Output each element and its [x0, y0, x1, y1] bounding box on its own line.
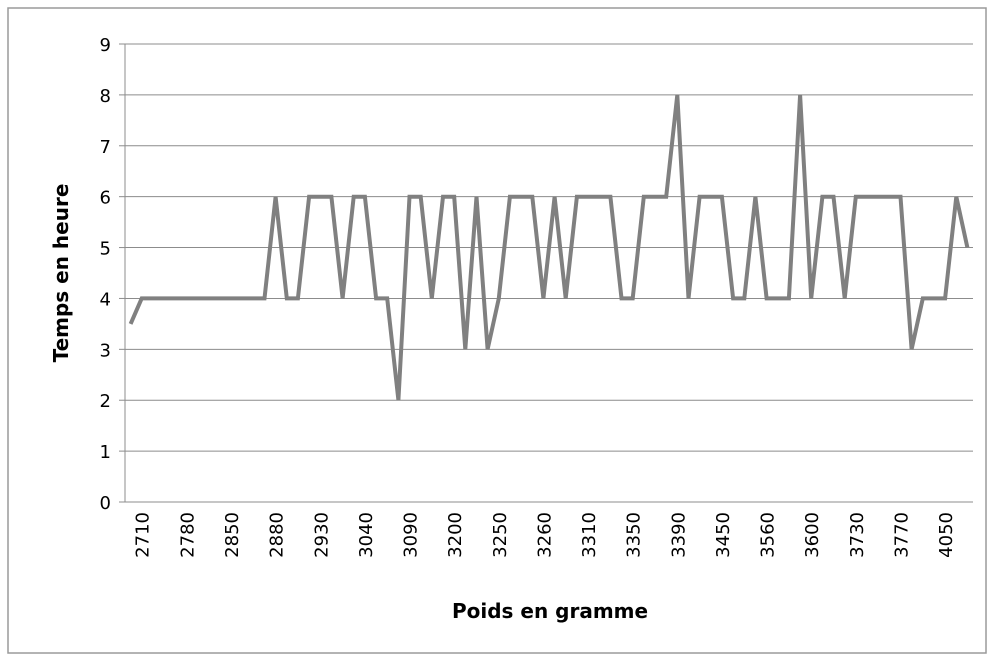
x-tick-label: 4050	[936, 512, 957, 558]
y-tick-label: 0	[100, 493, 111, 514]
x-tick-label: 2930	[311, 512, 332, 558]
x-tick-label: 2710	[133, 512, 154, 558]
x-tick-label: 2780	[177, 512, 198, 558]
y-tick-label: 7	[100, 137, 111, 158]
data-line	[128, 94, 970, 401]
x-tick-label: 3310	[579, 512, 600, 558]
y-tick-label: 4	[100, 289, 111, 310]
x-tick-label: 2850	[222, 512, 243, 558]
y-tick-label: 9	[100, 35, 111, 56]
x-tick-label: 3200	[445, 512, 466, 558]
y-tick-label: 2	[100, 391, 111, 412]
y-tick-label: 8	[100, 86, 111, 107]
x-tick-label: 3090	[401, 512, 422, 558]
y-tick-label: 6	[100, 188, 111, 209]
x-tick-label: 3450	[713, 512, 734, 558]
x-tick-label: 3390	[668, 512, 689, 558]
x-tick-label: 3600	[802, 512, 823, 558]
y-axis-label: Temps en heure	[49, 184, 73, 363]
x-tick-label: 3350	[624, 512, 645, 558]
x-tick-label: 2880	[267, 512, 288, 558]
y-tick-label: 1	[100, 442, 111, 463]
y-tick-label: 5	[100, 239, 111, 260]
x-tick-label: 3040	[356, 512, 377, 558]
x-axis-label: Poids en gramme	[452, 599, 648, 623]
x-tick-label: 3250	[490, 512, 511, 558]
x-tick-label: 3770	[891, 512, 912, 558]
y-tick-label: 3	[100, 340, 111, 361]
x-tick-label: 3730	[847, 512, 868, 558]
x-tick-label: 3560	[758, 512, 779, 558]
x-tick-label: 3260	[534, 512, 555, 558]
chart-frame	[7, 7, 987, 654]
